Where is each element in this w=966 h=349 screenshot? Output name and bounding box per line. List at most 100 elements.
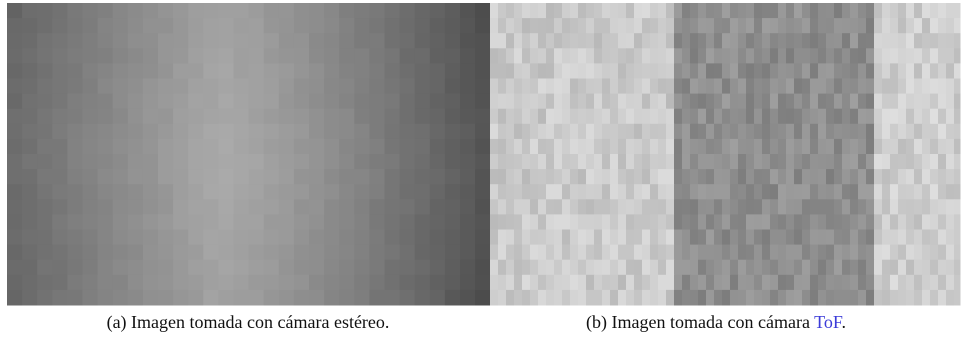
pixel (538, 124, 547, 140)
pixel (83, 245, 99, 261)
pixel (642, 260, 651, 276)
pixel (113, 48, 129, 64)
pixel (634, 245, 643, 261)
pixel (530, 214, 539, 230)
pixel (610, 260, 619, 276)
pixel (802, 109, 811, 125)
pixel (674, 124, 683, 140)
pixel (818, 48, 827, 64)
pixel (882, 3, 891, 19)
pixel (626, 275, 635, 291)
caption-link[interactable]: ToF (814, 312, 841, 332)
pixel (522, 33, 531, 49)
pixel (113, 275, 129, 291)
pixel (690, 18, 699, 34)
pixel (158, 18, 174, 34)
pixel (385, 48, 401, 64)
pixel (586, 275, 595, 291)
pixel (498, 3, 507, 19)
pixel (67, 260, 83, 276)
pixel (722, 109, 731, 125)
pixel (37, 184, 53, 200)
pixel (754, 18, 763, 34)
pixel (158, 275, 174, 291)
pixel (618, 124, 627, 140)
pixel (690, 33, 699, 49)
pixel (914, 154, 923, 170)
pixel (802, 79, 811, 95)
pixel (562, 124, 571, 140)
pixel (570, 3, 579, 19)
pixel (203, 214, 219, 230)
pixel (738, 214, 747, 230)
pixel (570, 154, 579, 170)
pixel (834, 199, 843, 215)
pixel (730, 214, 739, 230)
pixel (610, 63, 619, 79)
pixel (802, 18, 811, 34)
pixel (786, 169, 795, 185)
pixel (690, 260, 699, 276)
pixel (475, 63, 490, 79)
pixel (826, 275, 835, 291)
pixel (546, 260, 555, 276)
pixel (475, 230, 490, 246)
pixel (610, 169, 619, 185)
pixel (698, 139, 707, 155)
pixel (738, 48, 747, 64)
pixel (762, 169, 771, 185)
pixel (445, 79, 461, 95)
pixel (530, 184, 539, 200)
pixel (264, 275, 280, 291)
pixel (842, 3, 851, 19)
pixel (722, 124, 731, 140)
pixel (264, 230, 280, 246)
pixel (173, 79, 189, 95)
pixel (234, 109, 250, 125)
pixel (460, 184, 476, 200)
pixel (762, 139, 771, 155)
pixel (369, 33, 385, 49)
pixel (586, 3, 595, 19)
pixel (914, 48, 923, 64)
pixel (738, 3, 747, 19)
pixel (866, 79, 875, 95)
pixel (626, 48, 635, 64)
pixel (938, 184, 947, 200)
pixel (858, 245, 867, 261)
pixel (562, 169, 571, 185)
pixel (778, 124, 787, 140)
pixel (309, 214, 325, 230)
pixel (746, 63, 755, 79)
pixel (554, 124, 563, 140)
pixel (218, 184, 234, 200)
pixel (173, 139, 189, 155)
pixel (874, 109, 883, 125)
pixel (460, 94, 476, 110)
pixel (826, 260, 835, 276)
pixel (594, 275, 603, 291)
pixel (882, 48, 891, 64)
pixel (143, 48, 159, 64)
pixel (618, 79, 627, 95)
pixel (562, 48, 571, 64)
pixel (650, 63, 659, 79)
pixel (98, 48, 114, 64)
pixel (890, 139, 899, 155)
pixel (634, 63, 643, 79)
pixel (530, 94, 539, 110)
pixel (279, 169, 295, 185)
pixel (906, 214, 915, 230)
pixel (682, 33, 691, 49)
pixel (698, 290, 707, 306)
pixel (506, 184, 515, 200)
pixel (415, 94, 431, 110)
pixel (324, 3, 340, 19)
pixel (37, 3, 53, 19)
pixel (794, 124, 803, 140)
pixel (706, 275, 715, 291)
pixel (22, 184, 38, 200)
pixel (546, 169, 555, 185)
pixel (874, 199, 883, 215)
pixel (83, 230, 99, 246)
